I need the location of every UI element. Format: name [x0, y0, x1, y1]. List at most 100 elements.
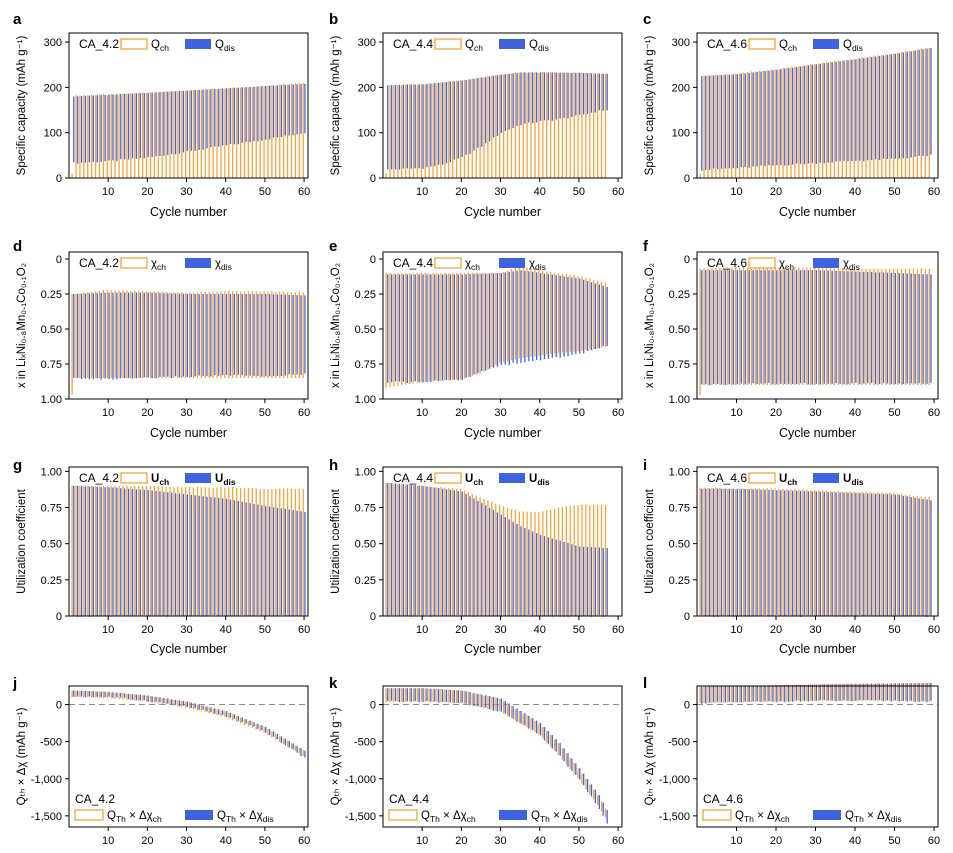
discharge-bar	[453, 274, 456, 380]
legend-charge-sub2: ch	[467, 814, 476, 824]
discharge-bar	[555, 539, 557, 617]
charge-bar	[106, 692, 108, 698]
charge-bar	[397, 85, 399, 178]
discharge-bar	[426, 274, 428, 383]
legend-discharge-main: U	[529, 473, 537, 485]
discharge-bar	[186, 294, 189, 378]
discharge-bar	[536, 272, 538, 360]
charge-bar	[259, 86, 261, 178]
legend-charge-sub: Th	[430, 814, 440, 824]
discharge-bar	[764, 71, 766, 167]
charge-bar	[889, 492, 891, 616]
discharge-bar	[547, 274, 550, 359]
discharge-bar	[555, 72, 557, 120]
charge-bar	[565, 753, 567, 765]
discharge-bar	[84, 690, 87, 698]
charge-bar	[440, 487, 442, 616]
y-axis-label: Utilization coefficient	[16, 488, 28, 593]
charge-bar	[841, 60, 843, 179]
y-tick-label: 0	[56, 611, 62, 623]
x-axis-label: Cycle number	[464, 205, 541, 219]
charge-bar	[506, 270, 509, 361]
charge-bar	[514, 510, 517, 616]
discharge-bar	[567, 543, 569, 617]
discharge-bar	[752, 72, 754, 167]
discharge-bar	[473, 78, 475, 151]
discharge-bar	[402, 274, 405, 382]
discharge-bar	[88, 691, 91, 697]
discharge-bar	[182, 700, 185, 706]
charge-bar	[581, 276, 583, 351]
discharge-bar	[760, 489, 762, 616]
discharge-bar	[776, 490, 778, 616]
charge-bar	[75, 690, 77, 698]
x-tick-label: 10	[416, 624, 428, 636]
charge-bar	[397, 483, 399, 616]
discharge-bar	[387, 688, 389, 702]
charge-bar	[134, 485, 136, 616]
legend-label-discharge: Udis	[529, 473, 550, 487]
charge-bar	[699, 487, 701, 616]
legend-label-charge: QTh × Δχch	[735, 810, 790, 824]
charge-bar	[908, 51, 911, 178]
discharge-bar	[709, 488, 711, 617]
discharge-bar	[716, 686, 719, 702]
discharge-bar	[414, 688, 416, 702]
legend-charge-sub: ch	[157, 262, 166, 272]
charge-bar	[731, 685, 733, 703]
x-axis-label: Cycle number	[779, 205, 856, 219]
discharge-bar	[116, 94, 118, 162]
charge-bar	[873, 492, 875, 616]
discharge-bar	[222, 88, 224, 146]
discharge-bar	[465, 274, 467, 378]
discharge-bar	[894, 683, 897, 701]
charge-bar	[397, 687, 399, 703]
charge-bar	[833, 490, 836, 616]
condition-label: CA_4.4	[389, 792, 429, 806]
x-tick-label: 30	[180, 186, 192, 198]
discharge-bar	[803, 65, 806, 165]
charge-bar	[794, 489, 796, 616]
charge-bar	[138, 92, 140, 178]
charge-bar	[91, 691, 93, 698]
discharge-bar	[496, 273, 499, 367]
discharge-bar	[124, 292, 126, 379]
discharge-bar	[827, 492, 829, 617]
charge-bar	[798, 489, 800, 616]
discharge-bar	[532, 72, 534, 124]
legend-swatch-charge	[748, 38, 776, 50]
discharge-bar	[218, 709, 220, 715]
discharge-bar	[859, 271, 861, 385]
discharge-bar	[547, 731, 550, 745]
charge-bar	[177, 91, 179, 178]
y-tick-label: 0	[56, 173, 62, 185]
y-tick-label: 1.00	[355, 394, 376, 406]
charge-bar	[900, 268, 903, 385]
charge-bar	[455, 80, 458, 178]
legend-swatch-discharge	[813, 258, 839, 268]
charge-bar	[766, 488, 768, 616]
discharge-bar	[73, 294, 75, 378]
charge-bar	[821, 490, 824, 616]
charge-bar	[786, 67, 788, 178]
charge-bar	[754, 267, 757, 385]
discharge-bar	[214, 294, 216, 375]
discharge-bar	[720, 75, 723, 169]
discharge-bar	[590, 784, 593, 797]
legend-swatch-charge	[120, 257, 148, 269]
charge-bar	[87, 485, 89, 616]
discharge-bar	[504, 517, 506, 617]
discharge-bar	[748, 72, 750, 168]
plot-frame	[68, 32, 309, 179]
x-tick-label: 40	[534, 835, 546, 847]
x-tick-label: 60	[298, 835, 310, 847]
discharge-bar	[159, 697, 161, 703]
discharge-bar	[594, 283, 597, 350]
discharge-bar	[394, 84, 397, 170]
bars-a	[71, 82, 306, 178]
discharge-bar	[108, 94, 110, 161]
charge-bar	[495, 74, 497, 178]
discharge-bar	[567, 753, 569, 767]
